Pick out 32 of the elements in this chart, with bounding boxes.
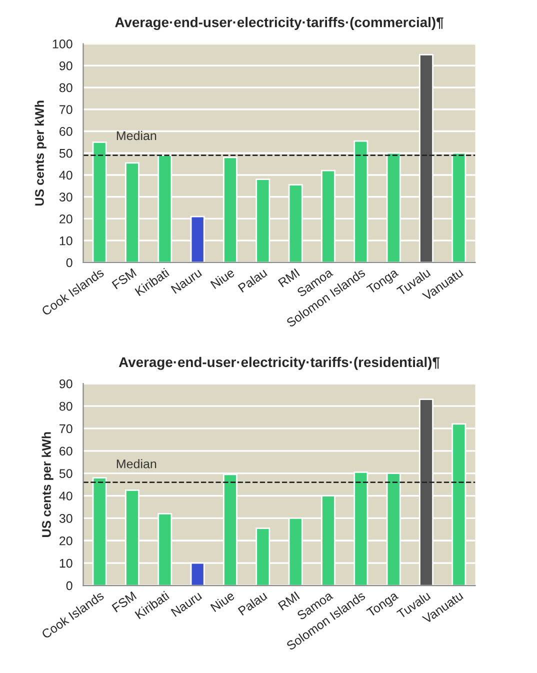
x-tick-label: FSM: [112, 591, 137, 612]
y-tick-label: 20: [60, 536, 72, 546]
ref-line-label: Median: [116, 130, 156, 140]
y-tick-label: 70: [60, 424, 72, 434]
y-tick-label: 100: [52, 40, 72, 48]
x-tick-label: RMI: [278, 591, 300, 610]
x-tick-label: Niue: [210, 590, 236, 612]
y-tick-label: 60: [60, 446, 72, 456]
y-axis-title: US cents per kWh: [42, 432, 54, 537]
y-tick-label: 70: [60, 105, 72, 114]
y-tick-label: 50: [59, 469, 72, 478]
y-tick-label: 90: [60, 61, 72, 70]
y-tick-label: 20: [60, 214, 72, 224]
y-tick-label: 30: [59, 514, 72, 523]
y-tick-label: 40: [59, 170, 72, 180]
y-tick-label: 50: [59, 148, 72, 158]
y-tick-label: 0: [66, 581, 72, 590]
chart-title: Average·end-user·electricity·tariffs·(residential)¶: [118, 356, 440, 370]
y-tick-label: 60: [60, 127, 72, 136]
y-tick-label: 10: [60, 558, 72, 568]
y-axis-title: US cents per kWh: [34, 100, 46, 206]
ref-line-label: Median: [116, 459, 156, 468]
y-tick-label: 30: [59, 192, 72, 202]
chart-title: Average·end-user·electricity·tariffs·(commercial)¶: [115, 17, 444, 30]
y-tick-label: 90: [60, 379, 72, 388]
x-tick-label: RMI: [278, 268, 300, 288]
y-tick-label: 40: [59, 492, 72, 500]
y-tick-label: 10: [60, 236, 72, 246]
y-tick-label: 80: [59, 402, 72, 411]
y-tick-label: 0: [66, 258, 72, 268]
y-tick-label: 80: [59, 83, 72, 92]
x-tick-label: Niue: [210, 268, 236, 290]
